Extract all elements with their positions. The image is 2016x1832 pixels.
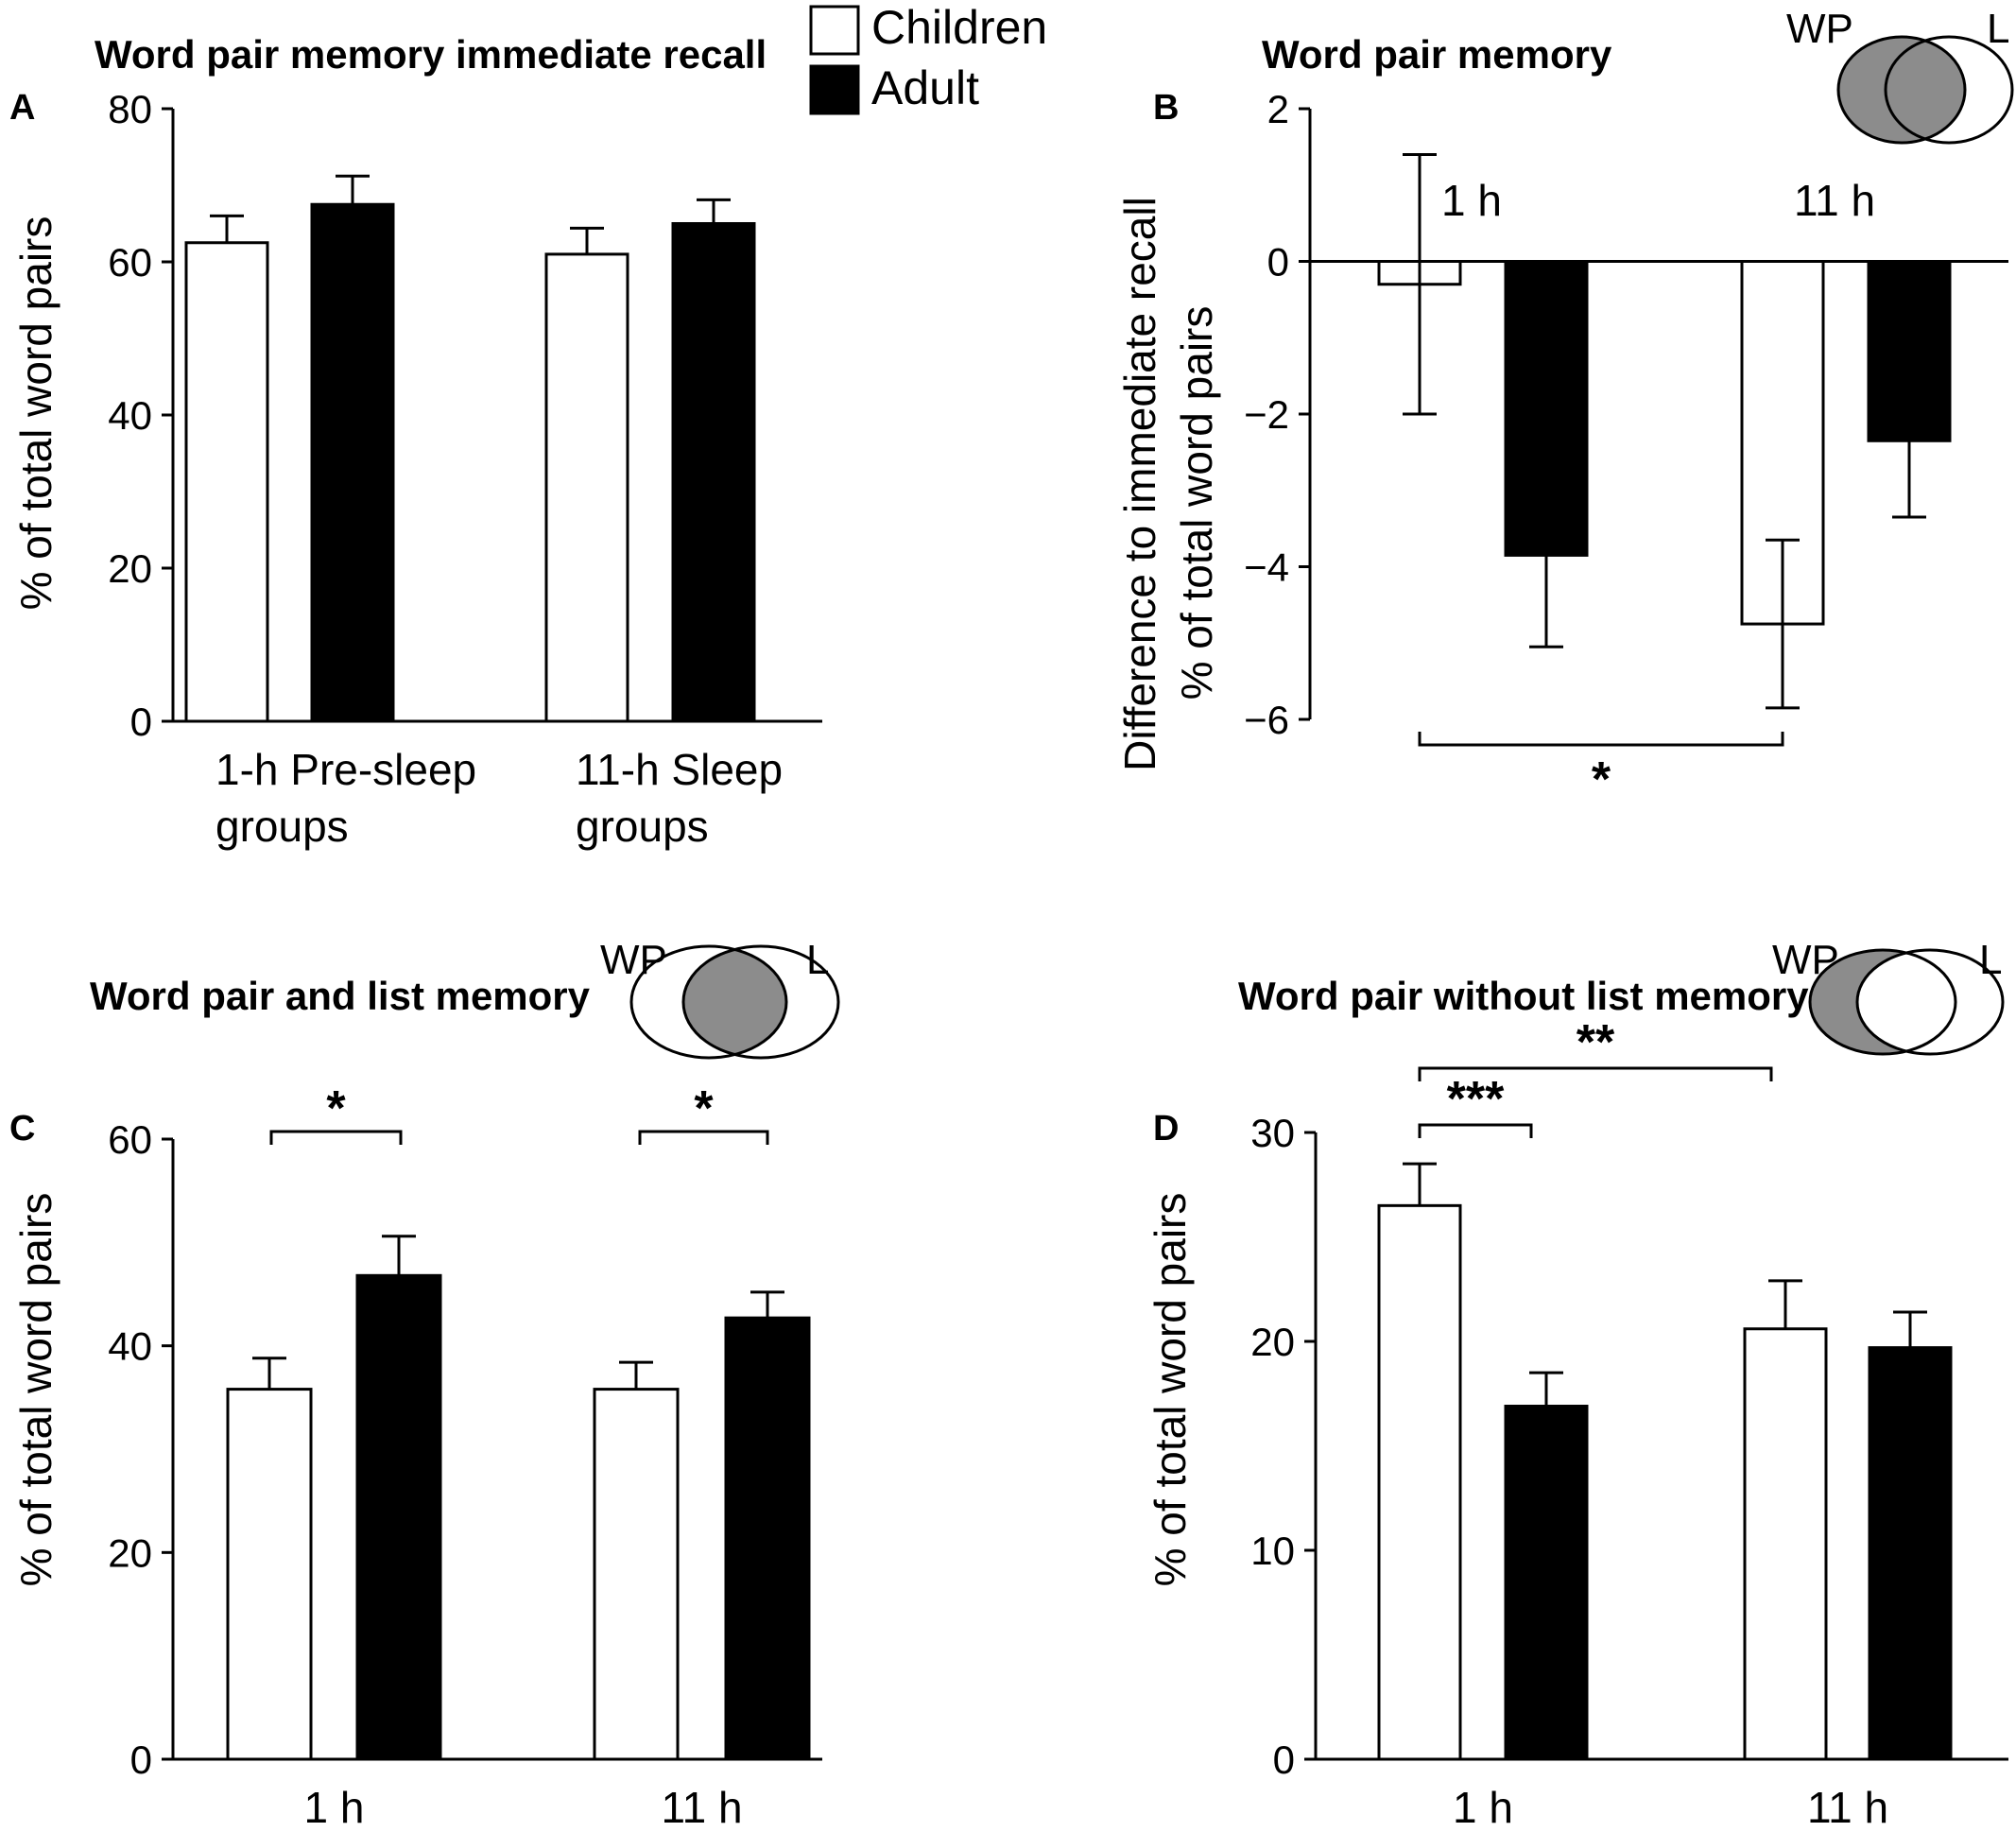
legend-children-label: Children — [871, 1, 1047, 54]
panel-b-ylabel-line1: Difference to immediate recall — [1115, 197, 1164, 771]
venn-l-label: L — [1987, 6, 2009, 52]
venn-wp-circle — [629, 944, 788, 1060]
category-label: 1-h Pre-sleep — [215, 745, 476, 794]
venn-wp-fill — [1838, 37, 1965, 143]
bar-adult-2 — [724, 1316, 811, 1761]
y-tick-label: −4 — [1244, 545, 1289, 590]
y-tick-label: 60 — [108, 1117, 152, 1162]
venn-l-fill — [683, 946, 786, 1058]
panel-b-letter: B — [1153, 88, 1179, 128]
category-label: 11 h — [1794, 176, 1875, 225]
venn-l-mask — [1857, 950, 2003, 1054]
panel-a: A Word pair memory immediate recall % of… — [9, 32, 822, 851]
significance-label: ** — [1577, 1015, 1615, 1070]
significance-bracket — [269, 1130, 403, 1145]
y-tick-label: 10 — [1250, 1529, 1295, 1573]
y-tick-label: 80 — [108, 87, 152, 131]
bar-children-2 — [544, 252, 629, 723]
bar-adult-1 — [310, 202, 395, 723]
venn-l-circle — [1855, 948, 2005, 1056]
significance-bracket — [638, 1130, 769, 1145]
category-label: 11 h — [661, 1783, 742, 1832]
category-label: 11 h — [1807, 1783, 1888, 1832]
venn-wp-label: WP — [600, 937, 667, 983]
y-tick-label: 0 — [1267, 240, 1289, 285]
panel-a-letter: A — [9, 88, 35, 128]
y-tick-label: −6 — [1244, 698, 1289, 742]
panel-d-ylabel: % of total word pairs — [1146, 1193, 1195, 1587]
panel-d-title: Word pair without list memory — [1238, 974, 1809, 1018]
bar-children-1 — [226, 1388, 313, 1761]
panel-b: B Word pair memory Difference to immedia… — [1115, 6, 2014, 807]
panel-b-ylabel-line2: % of total word pairs — [1172, 306, 1221, 700]
bar-children-2 — [593, 1388, 680, 1761]
panel-c-ylabel: % of total word pairs — [11, 1193, 60, 1587]
bar-children-1 — [184, 241, 269, 723]
venn-l-circle — [681, 944, 840, 1060]
panel-a-title: Word pair memory immediate recall — [95, 32, 767, 77]
venn-l-circle — [1884, 35, 2014, 145]
legend-adult-swatch — [809, 64, 860, 115]
y-tick-label: 0 — [130, 700, 152, 744]
panel-d: D Word pair without list memory % of tot… — [1146, 937, 2008, 1832]
panel-d-venn: WP L — [1772, 937, 2005, 1056]
y-tick-label: 40 — [108, 1324, 152, 1369]
significance-bracket — [1418, 1066, 1773, 1081]
category-label-line2: groups — [215, 802, 349, 851]
venn-wp-label: WP — [1772, 937, 1839, 983]
panel-c: C Word pair and list memory % of total w… — [9, 937, 840, 1832]
y-tick-label: 40 — [108, 393, 152, 438]
category-label: 11-h Sleep — [576, 745, 783, 794]
bar-adult-2 — [1868, 1346, 1953, 1761]
category-label: 1 h — [1453, 1783, 1513, 1832]
significance-label: * — [1592, 752, 1611, 807]
panel-c-title: Word pair and list memory — [90, 974, 591, 1018]
bar-adult-2 — [671, 222, 756, 723]
venn-wp-circle — [1808, 948, 1957, 1056]
y-tick-label: 60 — [108, 240, 152, 285]
venn-wp-circle — [1836, 35, 1967, 145]
panel-c-letter: C — [9, 1109, 35, 1149]
category-label: 1 h — [304, 1783, 365, 1832]
legend-children-swatch — [809, 5, 860, 56]
significance-bracket — [1418, 1123, 1533, 1138]
y-tick-label: 20 — [108, 546, 152, 591]
significance-label: * — [326, 1081, 346, 1136]
panel-a-ylabel: % of total word pairs — [11, 216, 60, 611]
y-tick-label: 2 — [1267, 87, 1289, 131]
y-tick-label: 0 — [130, 1737, 152, 1782]
category-label: 1 h — [1441, 176, 1502, 225]
legend: Children Adult — [809, 1, 1047, 115]
category-label-line2: groups — [576, 802, 709, 851]
panel-c-venn: WP L — [600, 937, 840, 1060]
panel-b-venn: WP L — [1786, 6, 2014, 145]
venn-wp-label: WP — [1786, 6, 1853, 52]
y-tick-label: 20 — [1250, 1320, 1295, 1364]
significance-label: * — [694, 1081, 714, 1136]
bar-children-1 — [1377, 1203, 1462, 1761]
venn-l-label: L — [806, 937, 829, 983]
bar-adult-1 — [1504, 1405, 1589, 1761]
significance-label: *** — [1447, 1072, 1505, 1127]
y-tick-label: 20 — [108, 1530, 152, 1575]
y-tick-label: 30 — [1250, 1111, 1295, 1155]
y-tick-label: 0 — [1273, 1737, 1295, 1782]
panel-b-title: Word pair memory — [1262, 32, 1612, 77]
significance-bracket — [1418, 732, 1784, 747]
bar-children-2 — [1743, 1327, 1828, 1761]
legend-adult-label: Adult — [871, 61, 979, 114]
venn-l-label: L — [1979, 937, 2002, 983]
panel-d-letter: D — [1153, 1109, 1179, 1149]
bar-adult-1 — [355, 1273, 442, 1761]
y-tick-label: −2 — [1244, 392, 1289, 437]
